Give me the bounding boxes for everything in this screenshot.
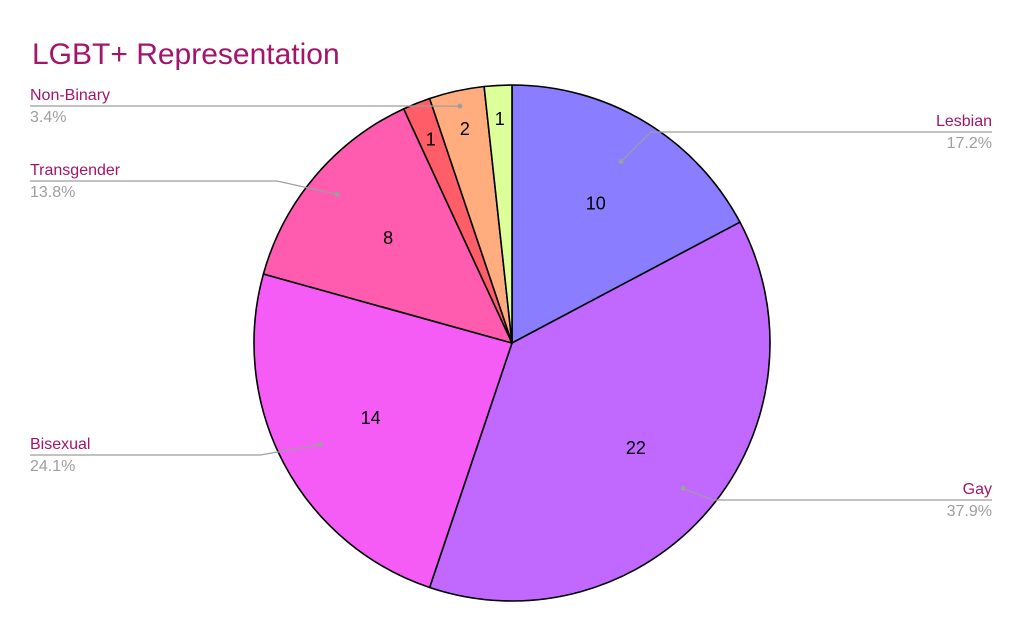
chart-title: LGBT+ Representation <box>32 38 340 71</box>
leader-dot <box>618 159 624 165</box>
slice-value-label: 1 <box>495 109 505 129</box>
slice-percent-label: 13.8% <box>30 184 75 201</box>
leader-line <box>30 443 321 456</box>
pie-slice-unlabeled-6 <box>483 84 513 344</box>
pie-slice-bisexual <box>253 273 513 589</box>
slice-value-label: 2 <box>460 119 470 139</box>
slice-name-label: Non-Binary <box>30 87 110 104</box>
leader-dot <box>334 191 340 197</box>
slice-value-label: 22 <box>626 438 646 458</box>
slice-value-label: 10 <box>586 194 606 214</box>
pie-slice-gay <box>428 221 771 602</box>
slice-name-label: Bisexual <box>30 436 90 453</box>
leader-dot <box>680 485 686 491</box>
slice-value-label: 1 <box>426 129 436 149</box>
pie-slice-lesbian <box>511 84 741 344</box>
pie-slice-transgender <box>262 108 513 344</box>
leader-dot <box>457 103 463 109</box>
slice-percent-label: 37.9% <box>947 503 992 520</box>
slice-name-label: Gay <box>963 481 992 498</box>
slice-percent-label: 3.4% <box>30 109 66 126</box>
slice-name-label: Lesbian <box>936 113 992 130</box>
slice-value-label: 8 <box>383 228 393 248</box>
slice-percent-label: 24.1% <box>30 458 75 475</box>
leader-line <box>30 180 338 195</box>
slice-name-label: Transgender <box>30 162 121 179</box>
leader-line <box>682 487 992 501</box>
slice-value-label: 14 <box>361 408 381 428</box>
slice-percent-label: 17.2% <box>947 135 992 152</box>
leader-dot <box>318 442 323 447</box>
leader-line <box>620 131 992 163</box>
